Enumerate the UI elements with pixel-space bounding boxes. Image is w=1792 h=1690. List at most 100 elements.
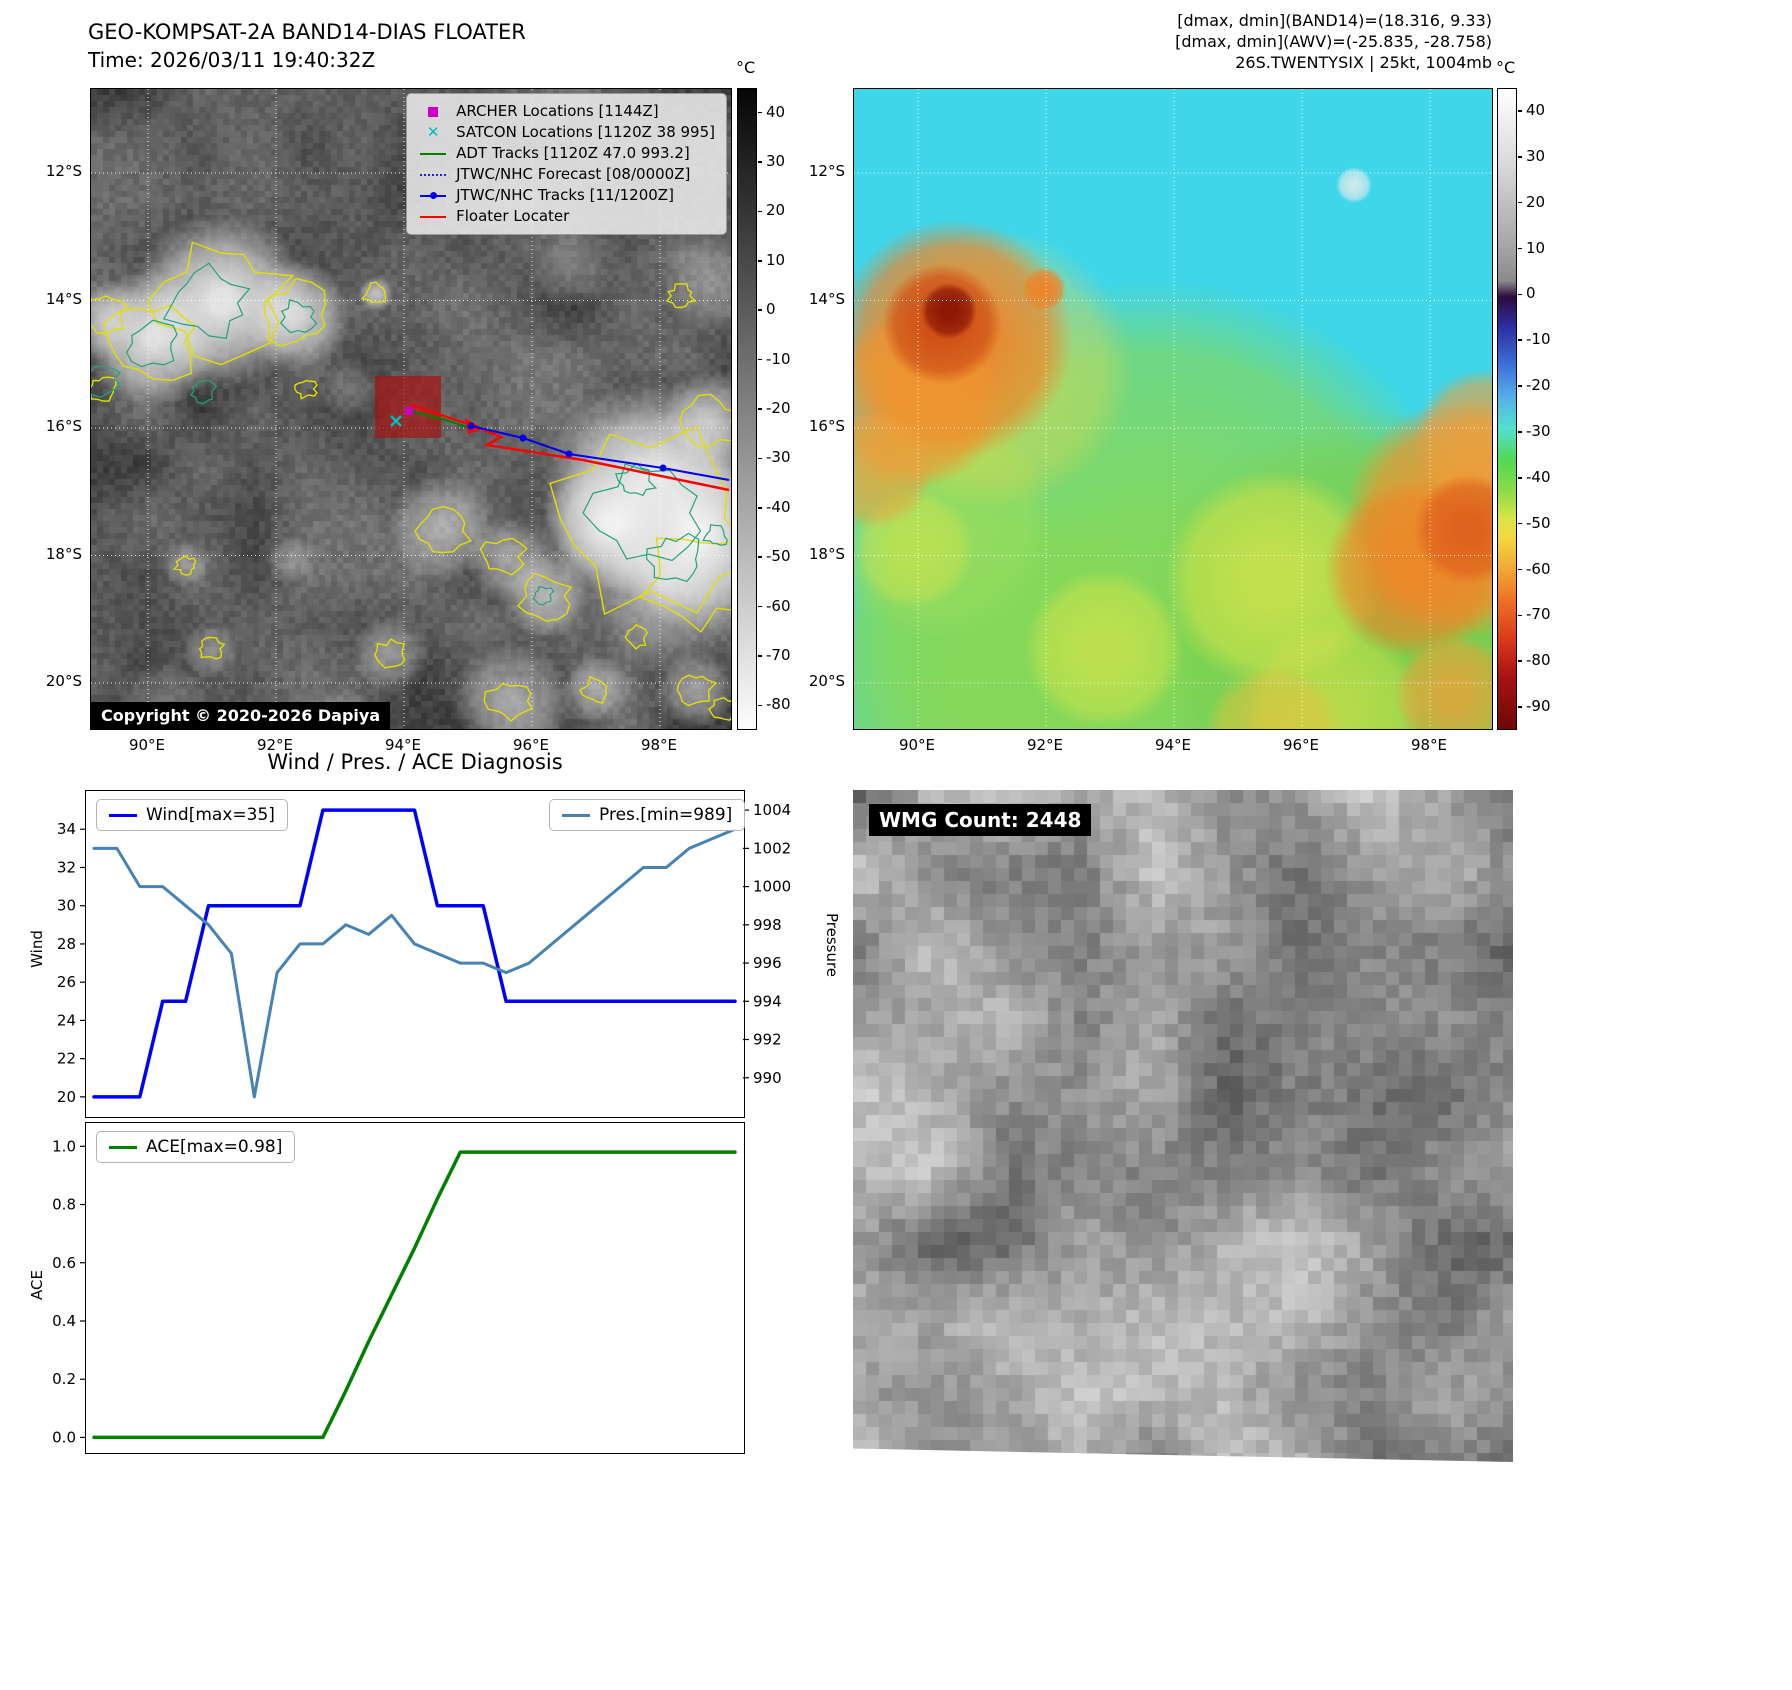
lon-tick-label: 92°E [256,736,294,754]
lon-tick-label: 90°E [898,736,936,754]
colorbar-tick-label: 40 [766,102,786,121]
colorbar-tick [758,507,762,509]
line-dot-marker-icon [418,192,448,199]
ir-colorbar-ticks: 40 30 20 10 0 -10 -20 -30 -40 -50 -60 -70 -80 [758,88,806,730]
ir-colorbar-unit: °C [736,58,756,77]
wmg-count-label: WMG Count: 2448 [869,804,1092,836]
colorbar-tick [758,260,762,262]
wind-legend-label: Wind[max=35] [146,805,275,825]
series-line [92,808,737,1099]
ir-map-overlay [91,89,731,729]
awv-map-image [854,89,1492,729]
contour-yellow [146,241,295,366]
colorbar-tick-label: -70 [766,645,791,664]
ir-satellite-map: ARCHER Locations [1144Z] ✕ SATCON Location… [90,88,732,730]
colorbar-tick [1518,522,1522,525]
contour-yellow [374,638,406,669]
ace-line-icon [109,1145,137,1149]
legend-item: ✕ SATCON Locations [1120Z 38 995] [418,122,715,143]
colorbar-tick [758,556,762,558]
axis-tick-label: 1004 [753,801,791,819]
line-icon [420,152,447,155]
axis-tick-label: 32 [57,858,76,876]
contour-yellow [549,425,731,616]
contour-yellow [102,304,197,382]
ace-legend: ACE[max=0.98] [96,1131,296,1163]
dmax-band14-text: [dmax, dmin](BAND14)=(18.316, 9.33) [1177,11,1492,30]
contour-yellow [479,537,528,576]
axis-tick-label: 996 [753,954,782,972]
map-legend: ARCHER Locations [1144Z] ✕ SATCON Location… [406,93,727,235]
contour-teal [614,462,658,497]
axis-tick-label: 1002 [753,839,791,857]
ace-plot: 0.0 0.2 0.4 0.6 0.8 1.0 [52,1137,737,1446]
ir-colorbar [737,88,757,730]
floater-locater-line [410,403,730,492]
colorbar-tick-label: -60 [766,596,791,615]
colorbar-tick [758,358,762,361]
colorbar-tick-label: -10 [1526,330,1551,349]
legend-item: JTWC/NHC Forecast [08/0000Z] [418,164,715,185]
contour-yellow [483,682,534,722]
lon-tick-label: 96°E [1282,736,1320,754]
axis-tick-label: 990 [753,1069,782,1087]
contour-yellow [708,697,731,721]
colorbar-tick [758,655,762,657]
contour-yellow [360,281,387,304]
axis-tick-label: 998 [753,916,782,934]
square-marker-icon [418,106,448,117]
colorbar-tick-label: -50 [766,547,791,566]
panel1-time: Time: 2026/03/11 19:40:32Z [88,48,376,72]
jtwc-track-point [659,464,667,472]
pressure-legend: Pres.[min=989] [549,799,746,831]
colorbar-tick [1518,568,1522,571]
pressure-line-icon [562,813,590,817]
x-marker-icon: ✕ [426,123,440,141]
colorbar-tick-label: -40 [766,497,791,516]
colorbar-tick [758,111,762,114]
colorbar-tick [1518,110,1522,112]
wind-legend: Wind[max=35] [96,799,288,831]
ace-chart: 0.0 0.2 0.4 0.6 0.8 1.0 [52,1122,745,1454]
colorbar-tick [1518,201,1522,204]
awv-colorbar-ticks: 40 30 20 10 0 -10 -20 -30 -40 -50 -60 -70 -80 -90 [1518,88,1566,730]
colorbar-tick [758,408,762,410]
axis-tick-label: 28 [57,935,76,953]
contour-yellow [198,636,226,660]
satcon-marker [390,415,402,427]
axis-tick-label: 992 [753,1031,782,1049]
contour-yellow [639,537,731,633]
jtwc-track-point [565,450,573,458]
axis-tick-label: 1000 [753,878,791,896]
panel2-header: [dmax, dmin](BAND14)=(18.316, 9.33) [dma… [900,10,1492,73]
colorbar-tick [758,161,762,163]
colorbar-tick [758,704,762,707]
colorbar-tick-label: -50 [1526,513,1551,532]
colorbar-tick-label: 0 [1526,284,1536,303]
colorbar-tick-label: 0 [766,300,776,319]
colorbar-tick-label: -10 [766,349,791,368]
axis-tick-label: 0.2 [52,1370,76,1388]
lon-tick-label: 98°E [1410,736,1448,754]
lat-tick-label: 18°S [808,544,845,563]
lat-tick-label: 16°S [45,417,82,435]
legend-item-label: ADT Tracks [1120Z 47.0 993.2] [456,144,690,162]
lon-tick-label: 92°E [1026,736,1064,754]
legend-item: ADT Tracks [1120Z 47.0 993.2] [418,143,715,164]
legend-item-label: ARCHER Locations [1144Z] [456,102,659,120]
contour-yellow [263,277,326,347]
colorbar-tick-label: -20 [1526,376,1551,395]
contour-yellow [665,283,697,309]
contour-yellow [676,674,718,707]
line-marker-icon [418,215,448,218]
axis-tick-label: 0.4 [52,1312,76,1330]
axis-tick-label: 994 [753,992,782,1010]
line-marker-icon [418,152,448,155]
colorbar-tick-label: 30 [1526,146,1546,165]
contour-teal [190,379,218,405]
lat-tick-label: 16°S [808,417,845,435]
wmg-image-panel: WMG Count: 2448 [853,790,1513,1462]
awv-map-overlay [854,89,1492,729]
colorbar-tick [1518,431,1522,433]
contour-teal [702,524,728,546]
